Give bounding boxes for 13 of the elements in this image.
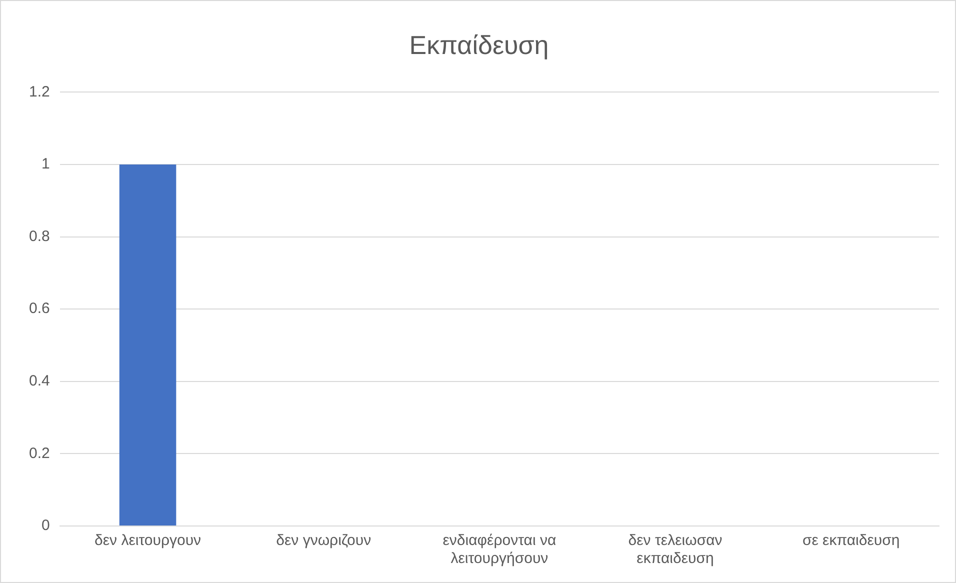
x-tick-label: ενδιαφέρονται να λειτουργήσουν <box>442 532 556 568</box>
y-tick-label: 0.6 <box>28 300 50 318</box>
chart-title: Εκπαίδευση <box>409 30 549 60</box>
x-tick-label: δεν τελειωσαν εκπαιδευση <box>628 532 722 568</box>
y-tick-label: 0.4 <box>28 372 50 390</box>
y-tick-label: 0 <box>42 517 50 534</box>
y-tick-label: 1.2 <box>28 83 50 100</box>
x-tick-label: δεν λειτουργουν <box>94 532 202 550</box>
x-tick-label: δεν γνωριζουν <box>276 532 372 550</box>
y-tick-label: 0.2 <box>28 444 50 462</box>
y-tick-label: 0.8 <box>28 228 50 245</box>
x-tick-label: σε εκπαιδευση <box>802 532 900 550</box>
y-tick-label: 1 <box>42 156 50 173</box>
